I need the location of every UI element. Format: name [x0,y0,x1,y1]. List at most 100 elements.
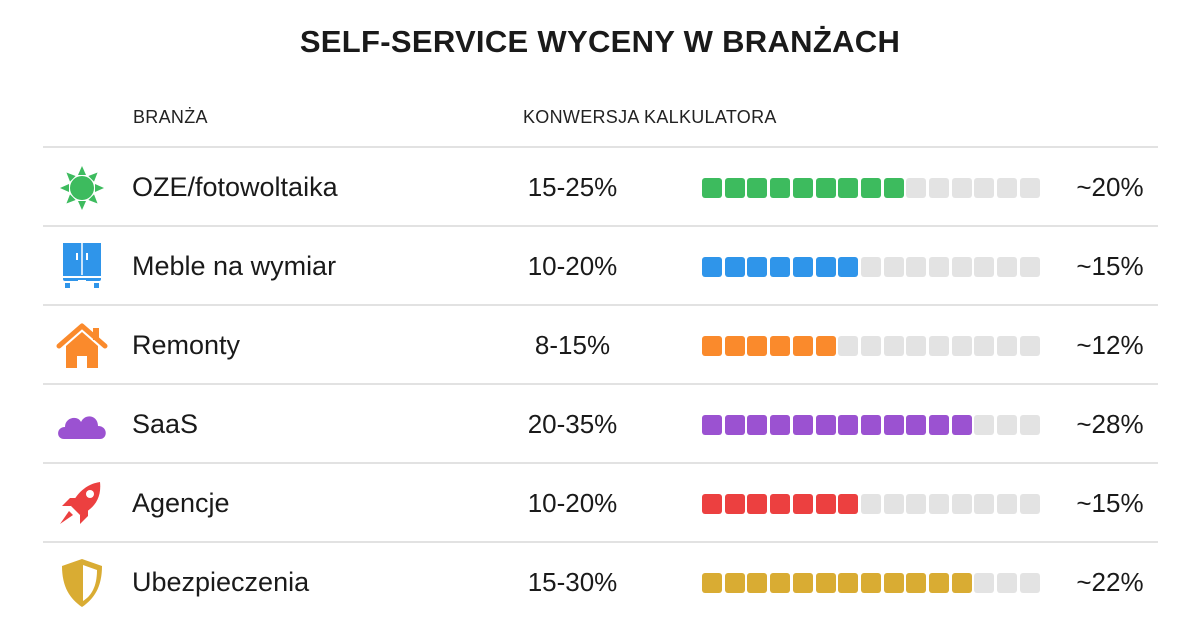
bar-segment-filled [770,178,791,198]
industry-name: Remonty [132,330,241,360]
bar-segment-filled [724,178,745,198]
bar-segment-filled [747,257,768,277]
bar-segment-empty [929,336,949,356]
bar-segment-empty [974,257,995,277]
bar-segment-empty [951,494,972,514]
industry-name: Agencje [132,488,230,518]
bar-segment-filled [747,415,768,435]
bar-segment-empty [1019,573,1040,593]
bar-segment-empty [997,494,1018,514]
bar-segment-filled [929,573,949,593]
bar-segment-filled [883,573,904,593]
table-row: Agencje 10-20% ~15% [0,464,1200,543]
table-row: Remonty 8-15% ~12% [0,306,1200,385]
bar-segment-filled [702,257,722,277]
bar-segment-filled [702,573,722,593]
row-divider [43,462,1158,464]
bar-segment-filled [883,178,904,198]
bar-segment-filled [747,573,768,593]
sun-icon [54,164,110,212]
bar-segment-empty [883,336,904,356]
bar-segment-filled [747,336,768,356]
approx-value: ~15% [1076,488,1144,518]
table-row: SaaS 20-35% ~28% [0,385,1200,464]
bar-segment-filled [860,573,881,593]
bar-segment-filled [883,415,904,435]
bar-segment-empty [929,178,949,198]
bar-segment-filled [747,178,768,198]
bar-segment-filled [770,415,791,435]
row-divider [43,225,1158,227]
bar-segment-filled [724,573,745,593]
bar-segment-filled [770,257,791,277]
row-divider [43,541,1158,543]
bar-segment-filled [815,494,836,514]
bar-segment-empty [997,178,1018,198]
bar-segment-empty [883,257,904,277]
chart-title: SELF-SERVICE WYCENY W BRANŻACH [299,24,901,59]
bar-segment-filled [724,494,745,514]
bar-segment-empty [974,415,995,435]
bar-segment-empty [951,178,972,198]
bar-segment-empty [929,257,949,277]
bar-segment-empty [883,494,904,514]
wardrobe-icon [54,241,110,291]
bar-segment-empty [1019,178,1040,198]
bar-segment-empty [860,257,881,277]
bar-segment-empty [929,494,949,514]
approx-value: ~12% [1076,330,1144,360]
bar-segment-empty [838,336,859,356]
bar-segment-filled [815,178,836,198]
bar-segment-filled [724,415,745,435]
bar-segment-empty [951,336,972,356]
row-divider [43,304,1158,306]
conversion-range: 10-20% [527,251,618,281]
bar-segment-filled [747,494,768,514]
bar-segment-empty [974,494,995,514]
rocket-icon [54,480,110,528]
bar-segment-filled [838,257,859,277]
bar-segment-empty [974,573,995,593]
bar-segment-filled [792,415,813,435]
bar-segment-filled [906,573,927,593]
bar-segment-filled [770,573,791,593]
bar-segment-filled [770,336,791,356]
bar-segment-empty [997,573,1018,593]
table-row: OZE/fotowoltaika 15-25% ~20% [0,148,1200,227]
bar-segment-empty [974,336,995,356]
house-icon [54,322,110,370]
conversion-range: 8-15% [534,330,611,360]
bar-segment-filled [815,336,836,356]
header-conversion: KONWERSJA KALKULATORA [523,107,777,127]
bar-segment-filled [792,257,813,277]
bar-segment-empty [1019,257,1040,277]
approx-value: ~15% [1076,251,1144,281]
conversion-range: 15-25% [527,172,618,202]
approx-value: ~22% [1076,567,1144,597]
table-row: Meble na wymiar 10-20% ~15% [0,227,1200,306]
bar-segment-filled [906,415,927,435]
industry-name: Ubezpieczenia [132,567,310,597]
bar-segment-empty [997,415,1018,435]
industry-name: Meble na wymiar [132,251,337,281]
conversion-range: 20-35% [527,409,618,439]
bar-segment-empty [860,494,881,514]
bar-segment-empty [974,178,995,198]
bar-segment-filled [792,336,813,356]
bar-segment-empty [1019,494,1040,514]
bar-segment-empty [997,257,1018,277]
bar-segment-filled [929,415,949,435]
bar-segment-filled [838,415,859,435]
conversion-range: 10-20% [527,488,618,518]
row-divider [43,383,1158,385]
shield-icon [54,559,110,607]
row-divider [43,146,1158,148]
bar-segment-empty [997,336,1018,356]
bar-segment-filled [792,494,813,514]
bar-segment-filled [838,178,859,198]
bar-segment-empty [906,494,927,514]
bar-segment-filled [792,178,813,198]
bar-segment-empty [906,336,927,356]
industry-name: SaaS [132,409,199,439]
cloud-icon [54,401,110,449]
